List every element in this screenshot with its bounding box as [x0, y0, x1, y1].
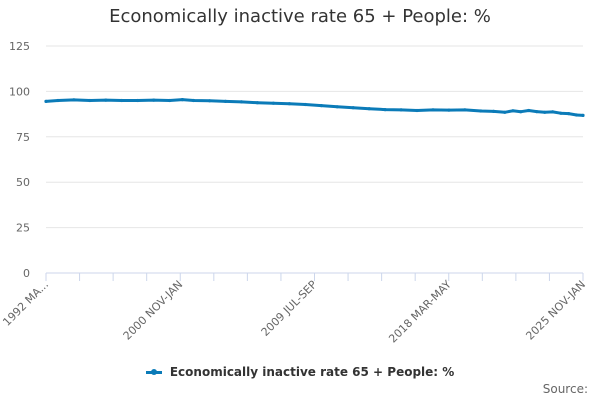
data-point[interactable]: [72, 98, 76, 102]
data-point[interactable]: [479, 109, 483, 113]
data-point[interactable]: [168, 98, 172, 103]
data-point[interactable]: [152, 98, 156, 102]
data-point[interactable]: [287, 102, 291, 106]
data-point[interactable]: [399, 108, 403, 112]
data-point[interactable]: [335, 105, 339, 109]
axes: [45, 272, 584, 281]
data-point[interactable]: [239, 100, 244, 104]
data-point[interactable]: [88, 98, 92, 103]
data-point[interactable]: [575, 113, 579, 117]
gridlines: [46, 45, 583, 274]
legend-line-icon: [145, 369, 162, 375]
y-tick-label: 75: [16, 131, 30, 144]
data-point[interactable]: [415, 108, 419, 113]
data-point[interactable]: [581, 113, 585, 117]
y-tick-label: 25: [16, 222, 30, 235]
data-point[interactable]: [208, 99, 212, 103]
series-line[interactable]: [44, 98, 585, 117]
x-tick-label: 2018 MAR-MAY: [386, 278, 454, 346]
y-tick-label: 50: [16, 176, 30, 189]
y-tick-label: 0: [23, 267, 30, 280]
data-point[interactable]: [104, 98, 108, 102]
data-point[interactable]: [463, 108, 467, 112]
legend-label: Economically inactive rate 65 + People: …: [169, 365, 455, 379]
data-point[interactable]: [180, 98, 184, 102]
data-point[interactable]: [271, 101, 275, 105]
data-point[interactable]: [120, 98, 124, 103]
data-point[interactable]: [56, 98, 60, 103]
data-point[interactable]: [44, 99, 48, 103]
legend[interactable]: Economically inactive rate 65 + People: …: [0, 365, 600, 379]
chart-title: Economically inactive rate 65 + People: …: [109, 6, 491, 27]
data-point[interactable]: [519, 110, 523, 114]
data-point[interactable]: [492, 109, 496, 113]
data-point[interactable]: [431, 108, 435, 112]
data-point[interactable]: [351, 106, 355, 110]
data-point[interactable]: [319, 104, 323, 108]
y-tick-label: 100: [9, 85, 30, 98]
data-point[interactable]: [255, 101, 259, 105]
source-label: Source:: [542, 382, 588, 396]
data-point[interactable]: [559, 111, 563, 115]
x-tick-label: 2025 NOV-JAN: [523, 278, 588, 343]
y-tick-label: 125: [9, 40, 30, 53]
tick-labels: 0 25 50 75 100 125 1992 MA... 2000 NOV-JAN 2009 …: [0, 40, 588, 346]
data-point[interactable]: [223, 99, 228, 103]
series-layer: [44, 98, 585, 117]
data-point[interactable]: [447, 108, 451, 112]
data-point[interactable]: [527, 108, 531, 113]
x-tick-label: 1992 MA...: [0, 278, 51, 329]
data-point[interactable]: [543, 110, 547, 114]
data-point[interactable]: [383, 108, 387, 112]
data-point[interactable]: [535, 110, 539, 114]
data-point[interactable]: [511, 109, 515, 113]
x-tick-label: 2000 NOV-JAN: [121, 278, 186, 343]
data-point[interactable]: [551, 110, 555, 114]
data-point[interactable]: [567, 112, 571, 116]
data-point[interactable]: [503, 110, 507, 114]
x-tick-label: 2009 JUL-SEP: [259, 278, 320, 339]
data-point[interactable]: [192, 98, 196, 103]
data-point[interactable]: [303, 102, 307, 107]
data-point[interactable]: [367, 107, 371, 111]
data-point[interactable]: [136, 98, 140, 103]
